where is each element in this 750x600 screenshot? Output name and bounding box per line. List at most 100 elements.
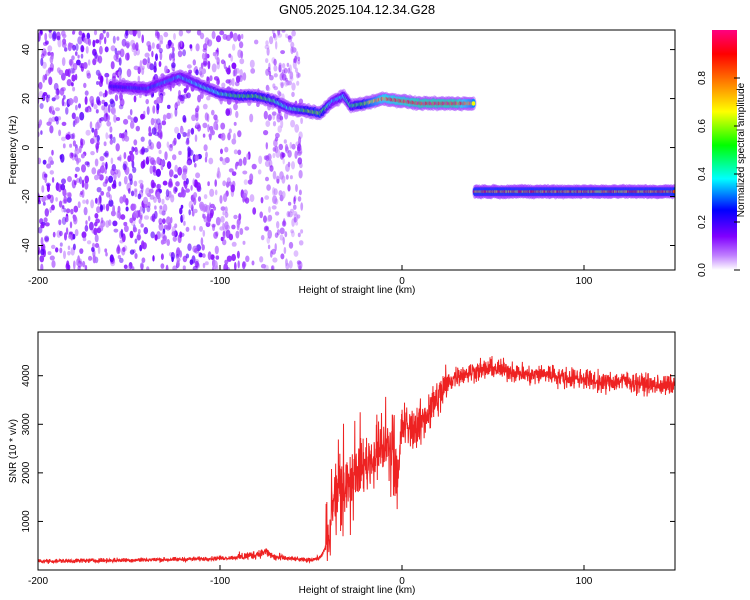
spectrogram-noise-cell bbox=[156, 43, 161, 50]
spectrogram-noise-cell bbox=[166, 216, 171, 225]
spectrogram-noise-cell bbox=[182, 165, 188, 173]
spectrogram-noise-cell bbox=[83, 82, 87, 89]
spectrogram-x-label: Height of straight line (km) bbox=[299, 285, 416, 296]
spectrogram-noise-cell bbox=[199, 201, 205, 210]
spectrogram-noise-cell bbox=[72, 233, 76, 240]
snr-plot-area bbox=[38, 332, 675, 570]
spectrogram-noise-cell bbox=[296, 80, 300, 86]
spectrogram-noise-cell bbox=[56, 35, 61, 41]
spectrogram-noise-cell bbox=[84, 181, 89, 190]
y-tick-label: 3000 bbox=[21, 413, 32, 436]
spectrogram-noise-cell bbox=[231, 138, 237, 145]
spectrogram-noise-cell bbox=[102, 203, 106, 211]
spectrogram-noise-cell bbox=[288, 37, 292, 43]
spectrogram-noise-cell bbox=[153, 165, 157, 174]
spectrogram-noise-cell bbox=[297, 157, 303, 165]
spectrogram-noise-cell bbox=[214, 245, 219, 255]
spectrogram-noise-cell bbox=[95, 54, 100, 62]
spectrogram-noise-cell bbox=[81, 231, 87, 239]
spectrogram-noise-cell bbox=[131, 160, 135, 169]
spectrogram-noise-cell bbox=[213, 121, 218, 130]
x-tick-label: 0 bbox=[399, 576, 405, 587]
spectrogram-noise-cell bbox=[38, 119, 43, 126]
spectrogram-noise-cell bbox=[271, 248, 276, 255]
spectrogram-noise-cell bbox=[291, 47, 297, 53]
spectrogram-noise-cell bbox=[195, 43, 200, 52]
spectrogram-noise-cell bbox=[171, 231, 177, 237]
spectrogram-noise-cell bbox=[70, 152, 74, 157]
spectrogram-noise-cell bbox=[213, 206, 217, 211]
spectrogram-noise-cell bbox=[200, 237, 204, 246]
spectrogram-noise-cell bbox=[77, 265, 81, 270]
spectrogram-noise-cell bbox=[64, 232, 67, 241]
spectrogram-noise-cell bbox=[239, 69, 243, 78]
spectrogram-noise-cell bbox=[207, 39, 213, 47]
spectrogram-noise-cell bbox=[40, 57, 44, 67]
spectrogram-noise-cell bbox=[39, 103, 44, 109]
spectrogram-noise-cell bbox=[61, 136, 66, 142]
spectrogram-noise-cell bbox=[228, 128, 232, 134]
spectrogram-noise-cell bbox=[289, 208, 295, 213]
colorbar-label: Normalized spectral amplitude bbox=[736, 82, 747, 217]
spectrogram-noise-cell bbox=[220, 148, 223, 155]
spectrogram-noise-cell bbox=[281, 190, 286, 199]
spectrogram-noise-cell bbox=[149, 165, 153, 174]
spectrogram-noise-cell bbox=[250, 68, 256, 74]
spectrogram-noise-cell bbox=[104, 72, 110, 78]
spectrogram-noise-cell bbox=[166, 161, 172, 170]
spectrogram-noise-cell bbox=[194, 154, 199, 161]
spectrogram-noise-cell bbox=[61, 98, 65, 107]
spectrogram-noise-cell bbox=[266, 217, 272, 222]
spectrogram-noise-cell bbox=[82, 199, 86, 204]
y-tick-label: 0 bbox=[21, 144, 32, 150]
spectrogram-noise-cell bbox=[50, 53, 54, 60]
spectrogram-noise-cell bbox=[263, 110, 268, 120]
spectrogram-noise-cell bbox=[285, 33, 289, 38]
spectrogram-noise-cell bbox=[275, 132, 280, 139]
spectrogram-noise-cell bbox=[222, 180, 227, 187]
spectrogram-noise-cell bbox=[157, 122, 162, 132]
spectrogram-noise-cell bbox=[70, 208, 74, 215]
spectrogram-noise-cell bbox=[153, 73, 159, 82]
spectrogram-noise-cell bbox=[296, 71, 300, 79]
spectrogram-noise-cell bbox=[272, 121, 277, 127]
spectrogram-noise-cell bbox=[214, 189, 218, 196]
spectrogram-noise-cell bbox=[277, 125, 282, 133]
spectrogram-noise-cell bbox=[44, 208, 49, 217]
spectrogram-noise-cell bbox=[108, 88, 113, 95]
spectrogram-noise-cell bbox=[173, 33, 176, 40]
spectrogram-noise-cell bbox=[276, 229, 280, 236]
spectrogram-noise-cell bbox=[293, 204, 297, 210]
spectrogram-noise-cell bbox=[162, 235, 168, 241]
spectrogram-noise-cell bbox=[95, 109, 99, 114]
spectrogram-noise-cell bbox=[89, 95, 95, 104]
spectrogram-noise-cell bbox=[202, 103, 208, 110]
spectrogram-noise-cell bbox=[153, 65, 157, 73]
spectrogram-noise-cell bbox=[281, 175, 286, 184]
spectrogram-noise-cell bbox=[202, 48, 208, 53]
spectrogram-noise-cell bbox=[156, 183, 162, 190]
spectrogram-noise-cell bbox=[265, 176, 269, 182]
spectrogram-noise-cell bbox=[268, 206, 271, 213]
spectrogram-noise-cell bbox=[160, 253, 164, 260]
spectrogram-noise-cell bbox=[241, 33, 244, 40]
spectrogram-noise-cell bbox=[289, 71, 294, 80]
spectrogram-noise-cell bbox=[237, 260, 240, 269]
spectrogram-noise-cell bbox=[254, 39, 259, 45]
spectrogram-noise-cell bbox=[75, 166, 80, 172]
spectrogram-noise-cell bbox=[296, 143, 302, 152]
x-tick-label: -100 bbox=[210, 276, 230, 287]
spectrogram-noise-cell bbox=[148, 188, 154, 194]
spectrogram-noise-cell bbox=[154, 205, 157, 210]
spectrogram-noise-cell bbox=[40, 130, 43, 135]
spectrogram-noise-cell bbox=[263, 225, 270, 232]
spectrogram-noise-cell bbox=[175, 181, 180, 187]
spectrogram-noise-cell bbox=[188, 69, 193, 74]
spectrogram-noise-cell bbox=[288, 64, 292, 73]
spectrogram-noise-cell bbox=[100, 204, 104, 211]
spectrogram-noise-cell bbox=[129, 153, 135, 162]
spectrogram-noise-cell bbox=[266, 47, 270, 56]
spectrogram-noise-cell bbox=[284, 231, 288, 238]
spectrogram-noise-cell bbox=[269, 250, 273, 258]
spectrogram-noise-cell bbox=[154, 234, 158, 241]
